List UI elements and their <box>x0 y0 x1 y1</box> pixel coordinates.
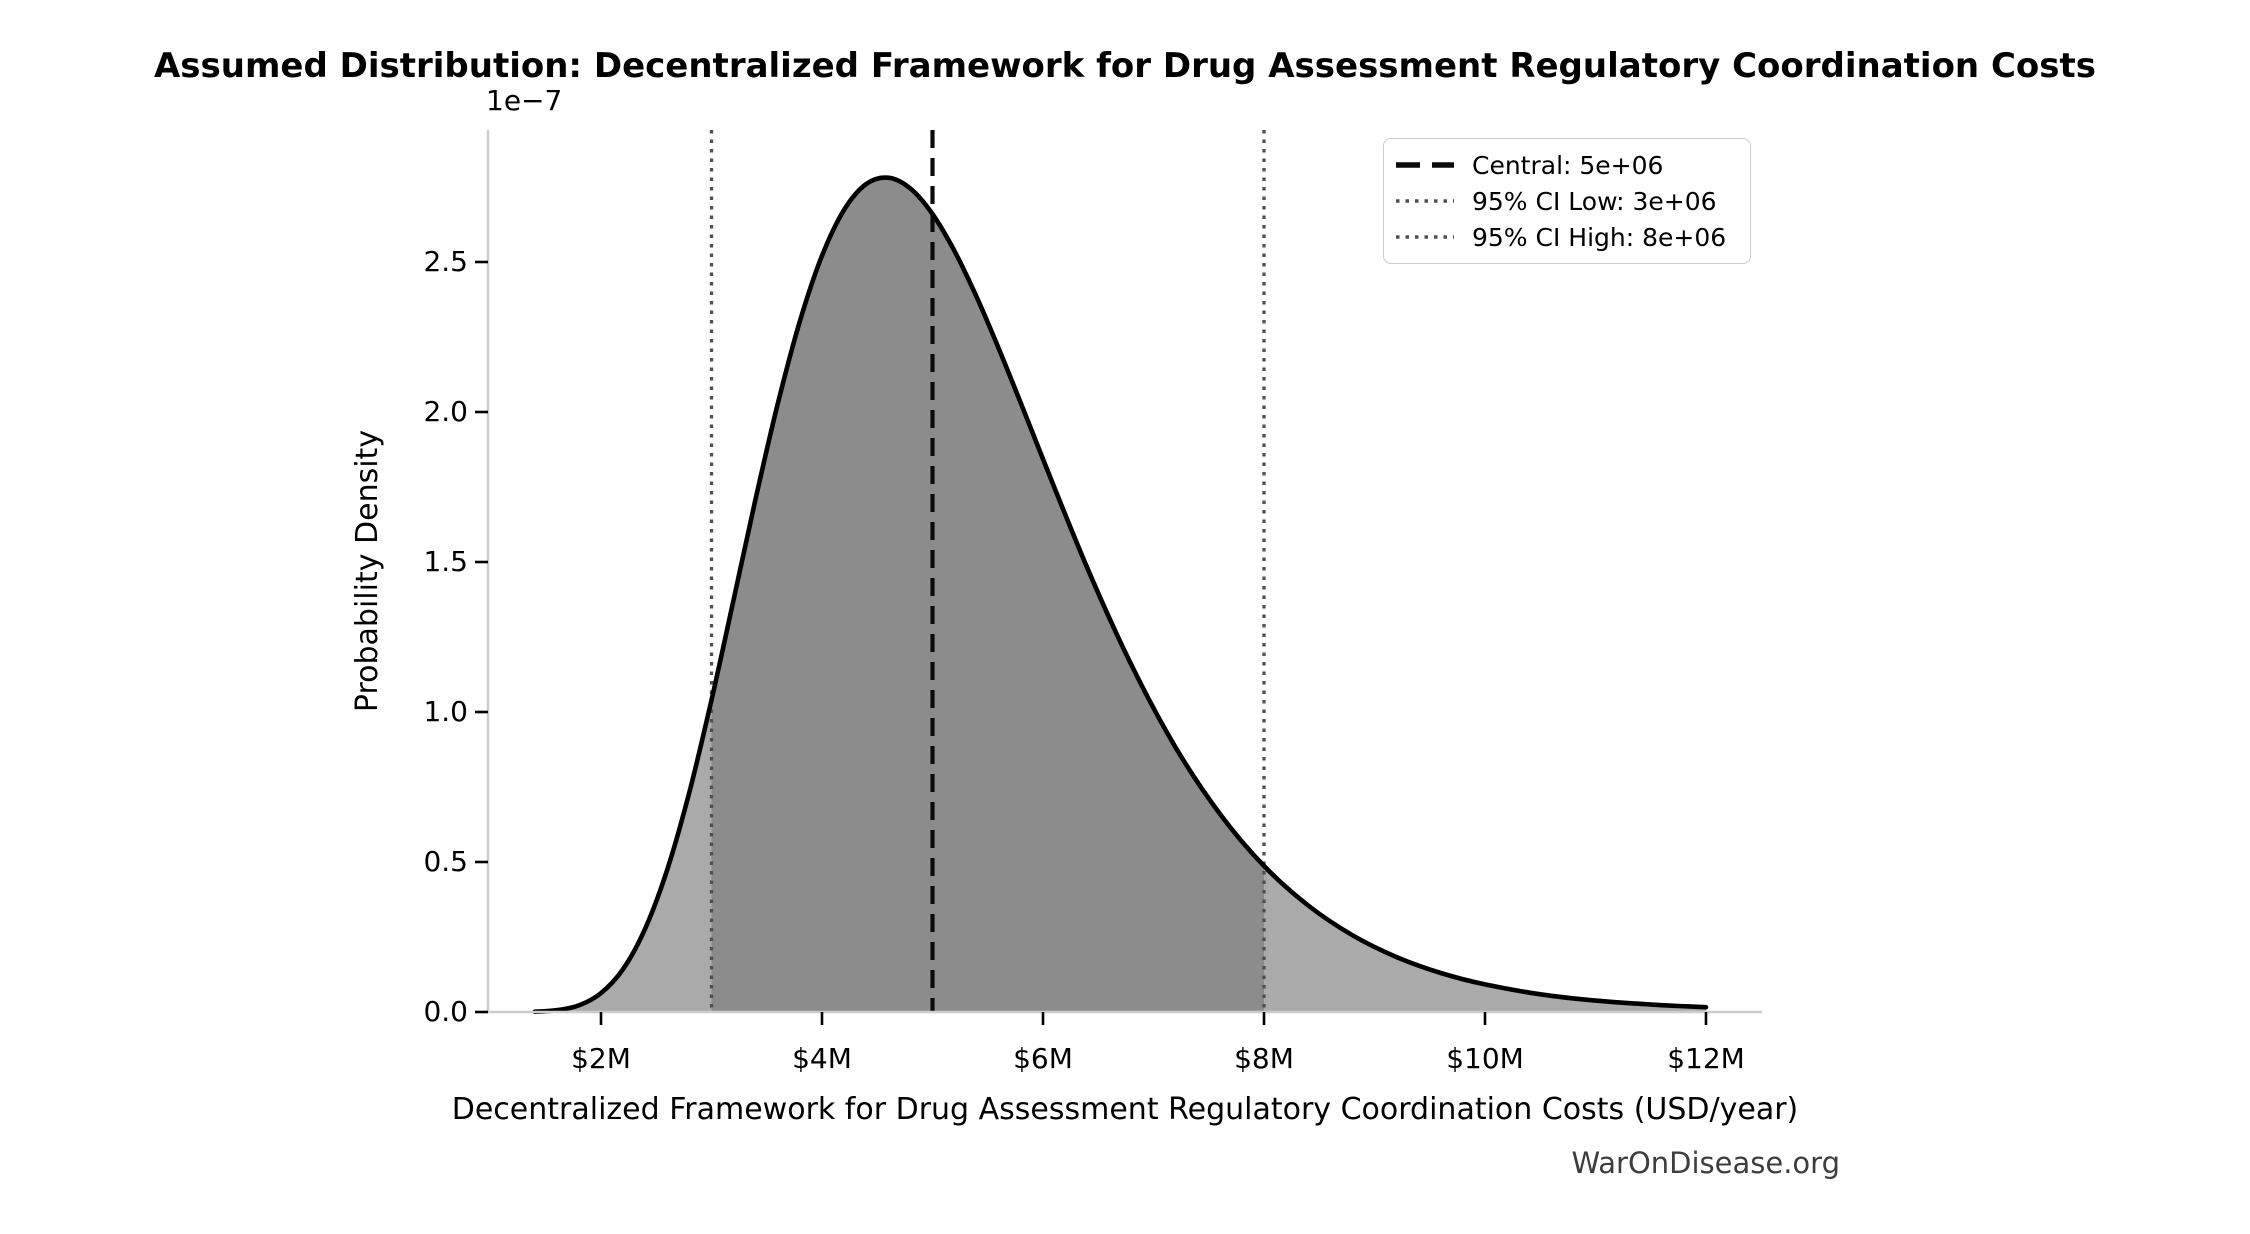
legend-entry-ci-high: 95% CI High: 8e+06 <box>1394 223 1740 252</box>
x-tick-label: $4M <box>792 1042 852 1075</box>
y-tick-label: 2.5 <box>423 245 468 278</box>
dotted-line-swatch-icon <box>1396 199 1454 203</box>
y-tick-label: 0.0 <box>423 995 468 1028</box>
y-tick-label: 2.0 <box>423 395 468 428</box>
x-tick-label: $6M <box>1013 1042 1073 1075</box>
y-tick-label: 1.5 <box>423 545 468 578</box>
y-tick-marks <box>475 260 488 1014</box>
y-tick-label: 0.5 <box>423 845 468 878</box>
dashed-line-swatch-icon <box>1396 162 1454 168</box>
watermark: WarOnDisease.org <box>1571 1146 1840 1180</box>
legend-entry-ci-low: 95% CI Low: 3e+06 <box>1394 187 1740 216</box>
x-tick-marks <box>599 1012 1708 1025</box>
x-tick-label: $8M <box>1234 1042 1294 1075</box>
y-axis-offset-label: 1e−7 <box>486 84 563 117</box>
legend: Central: 5e+06 95% CI Low: 3e+06 95% CI Hi… <box>1383 138 1751 264</box>
x-axis-title: Decentralized Framework for Drug Assessm… <box>451 1092 1799 1127</box>
density-curve <box>532 175 1709 1014</box>
legend-entry-label: 95% CI Low: 3e+06 <box>1472 186 1717 216</box>
density-fill-ci <box>711 177 1264 1012</box>
chart-title: Assumed Distribution: Decentralized Fram… <box>153 46 2097 86</box>
dotted-line-swatch-icon <box>1396 235 1454 239</box>
x-tick-label: $10M <box>1446 1042 1524 1075</box>
x-tick-label: $12M <box>1667 1042 1745 1075</box>
x-tick-label: $2M <box>571 1042 631 1075</box>
y-tick-label: 1.0 <box>423 695 468 728</box>
legend-entry-central: Central: 5e+06 <box>1394 151 1740 180</box>
legend-entry-label: Central: 5e+06 <box>1472 150 1664 180</box>
legend-entry-label: 95% CI High: 8e+06 <box>1472 222 1727 252</box>
